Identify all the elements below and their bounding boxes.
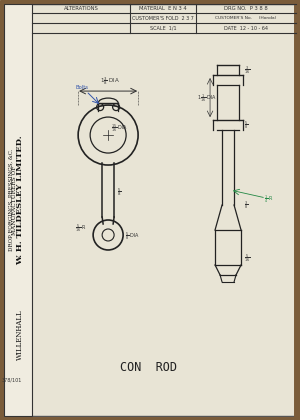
Text: MANUFACTURERS OF: MANUFACTURERS OF [12, 165, 17, 235]
Text: DRG NO.  P 3 8 8: DRG NO. P 3 8 8 [224, 5, 268, 10]
Text: $\frac{5}{8}$ DIA: $\frac{5}{8}$ DIA [125, 231, 140, 242]
Text: $1\frac{1}{16}$ DIA: $1\frac{1}{16}$ DIA [197, 92, 217, 104]
Text: $\frac{15}{16}$ DIA: $\frac{15}{16}$ DIA [111, 123, 128, 134]
Text: $\frac{3}{8}$: $\frac{3}{8}$ [244, 200, 248, 211]
Text: W. H. TILDESLEY LIMITED.: W. H. TILDESLEY LIMITED. [16, 135, 24, 265]
Text: $1\frac{3}{8}$ DIA: $1\frac{3}{8}$ DIA [100, 75, 120, 87]
Text: Bolts: Bolts [76, 85, 89, 90]
Text: $\frac{5}{16}$: $\frac{5}{16}$ [244, 252, 250, 264]
Bar [4, 4, 32, 416]
Text: $\frac{3}{16}$: $\frac{3}{16}$ [244, 65, 250, 76]
Text: $\frac{1}{4}$ R: $\frac{1}{4}$ R [264, 193, 274, 205]
Text: 378/101: 378/101 [2, 378, 22, 382]
Text: $\frac{5}{16}$ R: $\frac{5}{16}$ R [75, 222, 87, 234]
Text: DROP FORGINGS, PRESSINGS, &C.: DROP FORGINGS, PRESSINGS, &C. [8, 149, 13, 251]
Text: CUSTOMER'S No.     (Honda): CUSTOMER'S No. (Honda) [215, 16, 277, 20]
Text: $\frac{5}{8}$: $\frac{5}{8}$ [117, 186, 122, 198]
Text: CON  ROD: CON ROD [120, 361, 177, 374]
Text: $\frac{5}{8}$: $\frac{5}{8}$ [244, 119, 248, 131]
Text: ALTERATIONS: ALTERATIONS [64, 5, 99, 10]
Text: SCALE  1/1: SCALE 1/1 [150, 26, 176, 31]
Text: CUSTOMER'S FOLD  2 3 7: CUSTOMER'S FOLD 2 3 7 [132, 16, 194, 21]
Text: MATERIAL  E N 3 4: MATERIAL E N 3 4 [139, 5, 187, 10]
Text: WILLENHALL: WILLENHALL [16, 310, 24, 360]
Text: DATE  12 - 10 - 64: DATE 12 - 10 - 64 [224, 26, 268, 31]
